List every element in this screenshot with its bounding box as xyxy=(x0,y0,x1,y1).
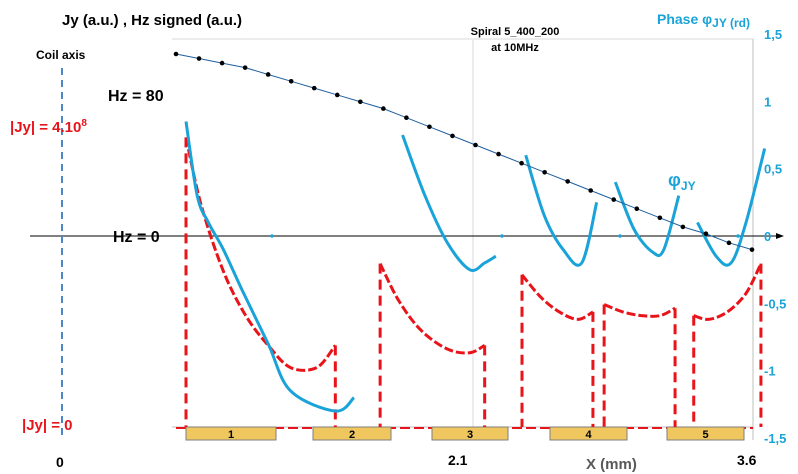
hz-80-label: Hz = 80 xyxy=(108,88,164,105)
jy-curve-segment xyxy=(378,262,486,355)
hz-data-point xyxy=(611,197,617,202)
hz-data-point xyxy=(427,124,432,130)
hz-data-point xyxy=(473,142,478,148)
phase-zero-dot xyxy=(736,234,740,238)
phase-zero-dot xyxy=(500,234,504,238)
x-tick-3.6: 3.6 xyxy=(737,452,757,468)
coil-axis-label: Coil axis xyxy=(36,48,86,62)
hz-data-point xyxy=(519,160,524,166)
hz-series xyxy=(173,51,755,252)
phase-curve-segment xyxy=(524,154,599,267)
jy-max-exponent: 8 xyxy=(81,118,87,129)
coil-turn-label: 5 xyxy=(702,429,708,441)
coil-turn-box xyxy=(185,426,277,441)
hz-data-point xyxy=(496,151,501,157)
phase-zero-dot xyxy=(270,234,274,238)
x-tick-2.1: 2.1 xyxy=(448,452,468,468)
coil-turns: 1 2 3 4 5 xyxy=(176,426,753,441)
hz-data-point xyxy=(196,56,202,61)
coil-turn-box xyxy=(312,426,392,441)
coil-turn-box xyxy=(431,426,509,441)
hz-data-point xyxy=(173,51,179,57)
hz-data-point xyxy=(657,215,663,221)
phase-curve-segment xyxy=(696,148,767,267)
hz-data-point xyxy=(542,170,547,175)
phi-jy-sub: JY xyxy=(681,179,696,193)
hz-fit-line xyxy=(175,53,753,251)
jy-max-label: |Jy| = 4.108 xyxy=(10,118,87,136)
phase-zero-dot xyxy=(618,234,622,238)
coil-turn-box xyxy=(666,426,745,441)
y2-tick-label: 0 xyxy=(764,229,771,244)
hz-data-point xyxy=(749,247,755,252)
hz-data-point xyxy=(358,99,363,105)
hz-data-point xyxy=(726,240,732,246)
chart-subtitle-line1: Spiral 5_400_200 xyxy=(471,26,560,38)
y2-tick-label: 1,5 xyxy=(764,27,782,42)
x-axis-label: X (mm) xyxy=(586,456,637,473)
x-tick-0: 0 xyxy=(56,454,64,470)
hz-data-point xyxy=(288,79,294,84)
hz-data-point xyxy=(565,179,570,184)
hz-data-point xyxy=(219,60,225,66)
hz-data-point xyxy=(334,92,340,98)
zero-axis-arrow xyxy=(776,233,784,239)
hz-0-label: Hz = 0 xyxy=(113,229,160,246)
phi-jy-main: φ xyxy=(668,170,681,190)
hz-data-point xyxy=(680,224,686,230)
jy-curve-segment xyxy=(693,262,763,321)
y2-tick-label: -1 xyxy=(764,364,776,379)
jy-curve-segment xyxy=(603,303,676,318)
hz-data-point xyxy=(404,115,409,120)
coil-turn-box xyxy=(549,426,628,441)
y2-tick-labels: 1,5 1 0,5 0 -0,5 -1 -1,5 xyxy=(764,27,786,446)
jy-curve-segment xyxy=(184,137,337,372)
hz-data-point xyxy=(265,72,271,77)
hz-data-point xyxy=(703,231,709,237)
coil-turn-label: 3 xyxy=(467,429,473,441)
jy-zero-label: |Jy| = 0 xyxy=(22,417,73,434)
phase-curve-segment xyxy=(613,181,681,258)
coil-turn-label: 2 xyxy=(349,429,355,441)
y2-tick-label: -1,5 xyxy=(764,431,786,446)
hz-data-point xyxy=(381,106,386,111)
coil-turn-label: 4 xyxy=(585,429,592,441)
y2-axis-title: Phase φJY (rd) xyxy=(657,11,750,30)
chart-title: Jy (a.u.) , Hz signed (a.u.) xyxy=(62,12,242,29)
y2-tick-label: 1 xyxy=(764,94,771,109)
hz-data-point xyxy=(634,206,640,211)
y2-axis-title-sub: JY (rd) xyxy=(712,16,750,30)
hz-data-point xyxy=(242,65,248,70)
phi-jy-label: φJY xyxy=(668,170,696,193)
phase-curve-segment xyxy=(184,121,356,413)
y2-axis-title-main: Phase φ xyxy=(657,11,712,27)
jy-max-text: |Jy| = 4.10 xyxy=(10,119,81,136)
hz-data-point xyxy=(588,188,594,193)
y2-tick-label: 0,5 xyxy=(764,162,782,177)
hz-data-point xyxy=(450,133,455,139)
hz-data-point xyxy=(311,85,317,91)
chart-subtitle-line2: at 10MHz xyxy=(491,42,539,54)
coil-turn-label: 1 xyxy=(228,429,234,441)
phase-curve-segment xyxy=(401,134,497,272)
y2-tick-label: -0,5 xyxy=(764,296,786,311)
phase-series xyxy=(184,121,767,413)
jy-curve-segment xyxy=(520,273,594,321)
